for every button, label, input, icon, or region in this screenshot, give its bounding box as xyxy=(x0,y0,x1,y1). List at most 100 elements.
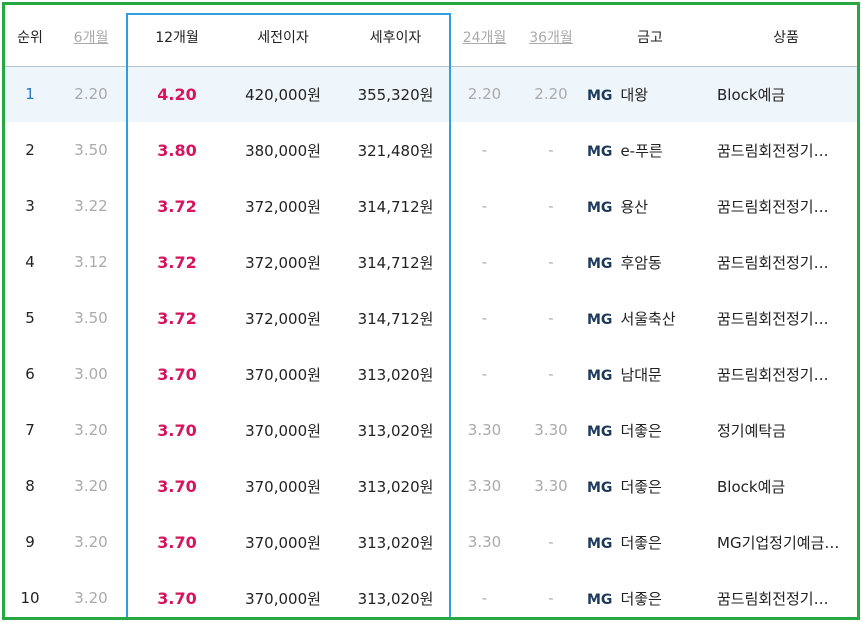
rank-cell: 9 xyxy=(25,533,35,551)
bank-cell[interactable]: MG 더좋은 xyxy=(585,458,715,514)
bank-cell[interactable]: MG 후암동 xyxy=(585,234,715,290)
bank-name[interactable]: 용산 xyxy=(620,197,649,216)
bank-cell[interactable]: MG 더좋은 xyxy=(585,402,715,458)
mg-logo: MG xyxy=(587,87,613,104)
post-tax-interest-cell: 313,020원 xyxy=(357,477,434,496)
rank-cell: 1 xyxy=(25,85,35,104)
bank-cell[interactable]: MG 더좋은 xyxy=(585,570,715,617)
bank-cell[interactable]: MG 서울축산 xyxy=(585,290,715,346)
post-tax-interest-cell: 313,020원 xyxy=(357,421,434,440)
table-row[interactable]: 1 2.20 4.20 420,000원 355,320원 2.20 2.20 MG 대왕 Blo… xyxy=(5,66,857,122)
rate-24-month-cell: - xyxy=(481,309,488,327)
rate-6-month-cell: 3.00 xyxy=(74,365,108,383)
post-tax-interest-cell: 313,020원 xyxy=(357,365,434,384)
rate-24-month-cell: 3.30 xyxy=(467,477,502,495)
rate-36-month-cell: - xyxy=(548,309,554,327)
pre-tax-interest-cell: 370,000원 xyxy=(245,477,321,496)
product-name[interactable]: Block예금 xyxy=(717,85,786,104)
product-name[interactable]: 꿈드림회전정기… xyxy=(717,365,829,384)
rate-24-month-cell: - xyxy=(481,197,488,215)
rate-6-month-cell: 3.12 xyxy=(74,253,108,271)
bank-name[interactable]: 대왕 xyxy=(620,85,649,104)
mg-logo: MG xyxy=(587,367,613,384)
product-name[interactable]: 꿈드림회전정기… xyxy=(717,197,829,216)
rate-12-month-cell: 3.72 xyxy=(157,308,197,328)
rate-12-month-cell: 3.70 xyxy=(157,364,197,384)
rate-12-month-cell: 4.20 xyxy=(157,84,197,104)
post-tax-interest-cell: 314,712원 xyxy=(357,197,434,216)
rate-24-month-cell: 2.20 xyxy=(467,85,502,104)
table-row[interactable]: 6 3.00 3.70 370,000원 313,020원 - - MG 남대문 꿈드림회전정기… xyxy=(5,346,857,402)
rate-36-month-cell: 2.20 xyxy=(534,85,568,104)
rate-36-month-cell: - xyxy=(548,197,554,215)
bank-cell[interactable]: MG 대왕 xyxy=(585,66,715,122)
table-row[interactable]: 8 3.20 3.70 370,000원 313,020원 3.30 3.30 MG 더좋은 Bl… xyxy=(5,458,857,514)
table-row[interactable]: 2 3.50 3.80 380,000원 321,480원 - - MG e-푸른 꿈드림회전정기… xyxy=(5,122,857,178)
pre-tax-interest-cell: 370,000원 xyxy=(245,533,321,552)
mg-logo: MG xyxy=(587,143,613,160)
rate-24-month-cell: - xyxy=(481,365,488,383)
table-row[interactable]: 5 3.50 3.72 372,000원 314,712원 - - MG 서울축산 꿈드림회전정기… xyxy=(5,290,857,346)
bank-name[interactable]: 더좋은 xyxy=(620,589,662,608)
rate-6-month-cell: 3.20 xyxy=(74,533,108,551)
mg-logo: MG xyxy=(587,591,613,608)
bank-name[interactable]: 더좋은 xyxy=(620,421,662,440)
bank-cell[interactable]: MG 더좋은 xyxy=(585,514,715,570)
table-row[interactable]: 10 3.20 3.70 370,000원 313,020원 - - MG 더좋은 꿈드림회전정기… xyxy=(5,570,857,617)
pre-tax-interest-cell: 372,000원 xyxy=(245,309,321,328)
mg-logo: MG xyxy=(587,255,613,272)
bank-name[interactable]: 서울축산 xyxy=(620,309,676,328)
rate-36-month-cell: - xyxy=(548,253,554,271)
header-6-month-sort[interactable]: 6개월 xyxy=(55,5,127,67)
header-36-month-sort[interactable]: 36개월 xyxy=(517,5,585,67)
table-row[interactable]: 4 3.12 3.72 372,000원 314,712원 - - MG 후암동 꿈드림회전정기… xyxy=(5,234,857,290)
post-tax-interest-cell: 314,712원 xyxy=(357,309,434,328)
rank-cell: 10 xyxy=(20,589,40,607)
bank-name[interactable]: 더좋은 xyxy=(620,533,662,552)
rate-12-month-cell: 3.80 xyxy=(157,140,197,160)
table-row[interactable]: 3 3.22 3.72 372,000원 314,712원 - - MG 용산 꿈드림회전정기… xyxy=(5,178,857,234)
product-name[interactable]: MG기업정기예금… xyxy=(717,533,840,552)
header-24-month-sort[interactable]: 24개월 xyxy=(452,5,517,67)
product-name[interactable]: 꿈드림회전정기… xyxy=(717,141,829,160)
bank-name[interactable]: e-푸른 xyxy=(620,141,663,160)
rank-cell: 5 xyxy=(25,309,35,327)
bank-cell[interactable]: MG e-푸른 xyxy=(585,122,715,178)
bank-name[interactable]: 더좋은 xyxy=(620,477,662,496)
rank-cell: 7 xyxy=(25,421,35,439)
pre-tax-interest-cell: 420,000원 xyxy=(245,85,321,104)
pre-tax-interest-cell: 370,000원 xyxy=(245,365,321,384)
product-name[interactable]: 꿈드림회전정기… xyxy=(717,309,829,328)
bank-cell[interactable]: MG 용산 xyxy=(585,178,715,234)
rate-12-month-cell: 3.70 xyxy=(157,420,197,440)
rate-24-month-cell: 3.30 xyxy=(467,421,502,439)
rate-12-month-cell: 3.70 xyxy=(157,532,197,552)
product-name[interactable]: 꿈드림회전정기… xyxy=(717,589,829,608)
rate-24-month-cell: - xyxy=(481,589,488,607)
bank-cell[interactable]: MG 남대문 xyxy=(585,346,715,402)
table-row[interactable]: 9 3.20 3.70 370,000원 313,020원 3.30 - MG 더좋은 MG기업정… xyxy=(5,514,857,570)
rate-36-month-cell: - xyxy=(548,533,554,551)
rate-12-month-cell: 3.72 xyxy=(157,252,197,272)
post-tax-interest-cell: 313,020원 xyxy=(357,589,434,608)
header-12-month[interactable]: 12개월 xyxy=(127,5,227,67)
pre-tax-interest-cell: 380,000원 xyxy=(245,141,321,160)
product-name[interactable]: Block예금 xyxy=(717,477,786,496)
header-rank: 순위 xyxy=(5,5,55,67)
table-row[interactable]: 7 3.20 3.70 370,000원 313,020원 3.30 3.30 MG 더좋은 정기… xyxy=(5,402,857,458)
rank-cell: 3 xyxy=(25,197,35,215)
post-tax-interest-cell: 355,320원 xyxy=(357,85,434,104)
product-name[interactable]: 정기예탁금 xyxy=(717,421,787,440)
bank-name[interactable]: 남대문 xyxy=(620,365,662,384)
rate-36-month-cell: 3.30 xyxy=(534,477,568,495)
rate-6-month-cell: 3.20 xyxy=(74,421,108,439)
rate-6-month-cell: 3.50 xyxy=(74,309,108,327)
product-name[interactable]: 꿈드림회전정기… xyxy=(717,253,829,272)
header-product: 상품 xyxy=(715,5,857,67)
rank-cell: 4 xyxy=(25,253,35,271)
rate-36-month-cell: 3.30 xyxy=(534,421,568,439)
post-tax-interest-cell: 313,020원 xyxy=(357,533,434,552)
bank-name[interactable]: 후암동 xyxy=(620,253,662,272)
